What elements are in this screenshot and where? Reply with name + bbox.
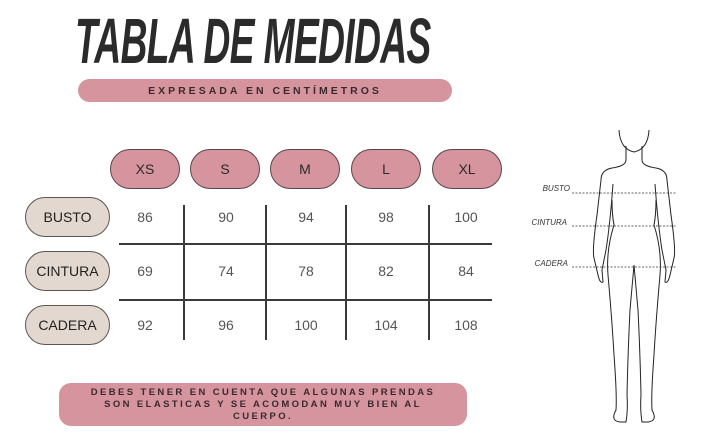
grid-divider xyxy=(119,243,492,245)
table-cell: 69 xyxy=(137,263,153,279)
table-cell: 86 xyxy=(137,209,153,225)
table-cell: 100 xyxy=(294,317,318,333)
grid-divider xyxy=(428,205,430,340)
row-label-cintura: CINTURA xyxy=(25,251,110,291)
table-cell: 100 xyxy=(454,209,478,225)
page-title: TABLA DE MEDIDAS xyxy=(75,5,431,77)
table-cell: 84 xyxy=(458,263,474,279)
grid-divider xyxy=(345,205,347,340)
size-header-m: M xyxy=(270,149,340,189)
table-cell: 90 xyxy=(218,209,234,225)
figure-label-cintura: CINTURA xyxy=(531,218,567,227)
grid-divider xyxy=(265,205,267,340)
note-line: CUERPO. xyxy=(232,410,294,422)
table-cell: 108 xyxy=(454,317,478,333)
grid-divider xyxy=(119,299,492,301)
figure-label-busto: BUSTO xyxy=(542,184,570,193)
subtitle-banner: EXPRESADA EN CENTÍMETROS xyxy=(78,79,452,102)
row-label-cadera: CADERA xyxy=(25,305,110,345)
size-header-xs: XS xyxy=(110,149,180,189)
table-cell: 92 xyxy=(137,317,153,333)
table-cell: 82 xyxy=(378,263,394,279)
elastic-note-banner: DEBES TENER EN CUENTA QUE ALGUNAS PRENDA… xyxy=(59,383,467,426)
row-label-busto: BUSTO xyxy=(25,197,110,237)
table-cell: 104 xyxy=(374,317,398,333)
figure-label-cadera: CADERA xyxy=(534,259,568,268)
note-line: DEBES TENER EN CUENTA QUE ALGUNAS PRENDA… xyxy=(90,386,436,398)
table-cell: 78 xyxy=(298,263,314,279)
grid-divider xyxy=(183,205,185,340)
size-header-xl: XL xyxy=(432,149,502,189)
size-header-l: L xyxy=(351,149,421,189)
size-header-s: S xyxy=(190,149,260,189)
table-cell: 74 xyxy=(218,263,234,279)
note-line: SON ELASTICAS Y SE ACOMODAN MUY BIEN AL xyxy=(104,398,422,410)
table-cell: 94 xyxy=(298,209,314,225)
table-cell: 98 xyxy=(378,209,394,225)
table-cell: 96 xyxy=(218,317,234,333)
